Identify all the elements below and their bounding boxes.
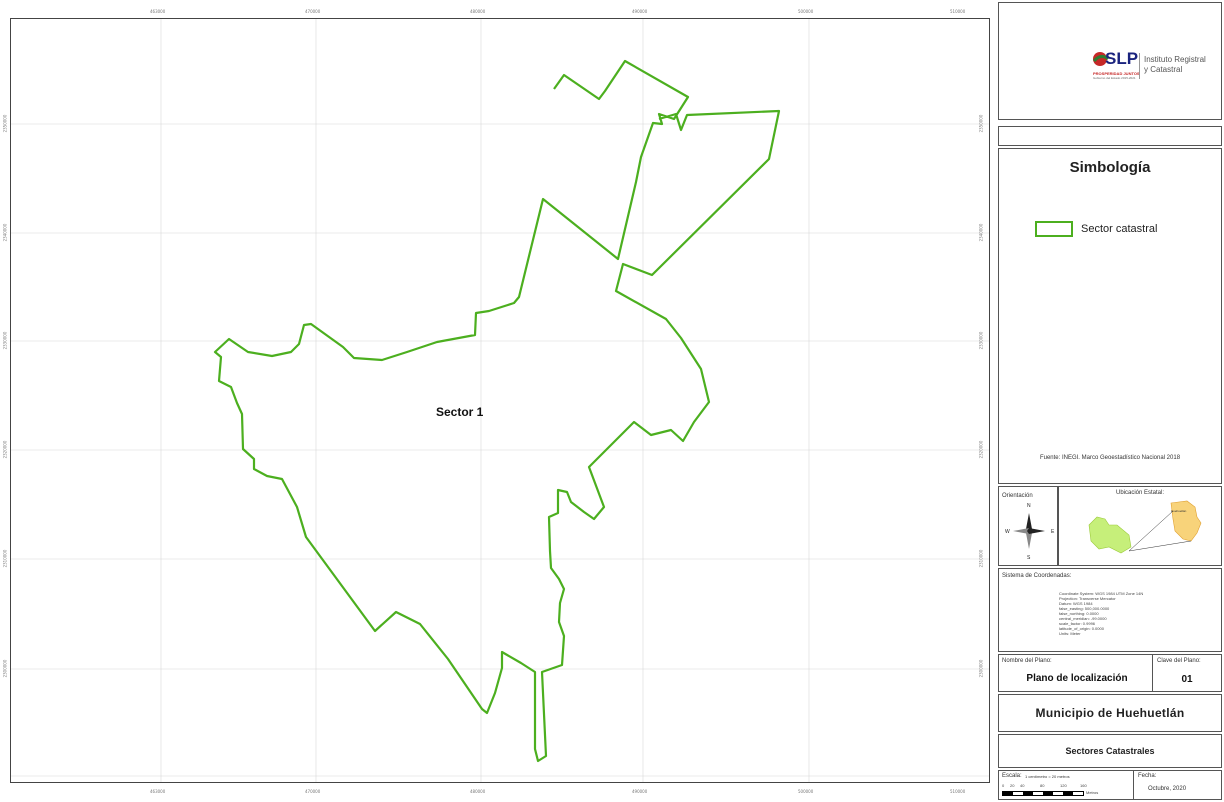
y-tick-label: 2330000 — [978, 331, 984, 350]
x-tick-label: 510000 — [950, 9, 966, 14]
x-tick-label: 510000 — [950, 789, 966, 794]
state-location-panel: Ubicación Estatal: Huehuetlán — [1058, 486, 1222, 566]
scale-tick: 160 — [1080, 783, 1087, 788]
y-tick-label: 2300000 — [2, 659, 8, 678]
plan-name-label: Nombre del Plano: — [1002, 658, 1052, 664]
compass-e-label: E — [1051, 529, 1055, 535]
state-location-map — [1088, 500, 1202, 554]
plan-key-value: 01 — [1181, 674, 1193, 685]
coords-line: Units: Meter — [1059, 631, 1081, 636]
y-tick-label: 2310000 — [978, 549, 984, 568]
sectors-title: Sectores Catastrales — [1065, 746, 1155, 756]
logo-tagline: PROSPERIDAD JUNTOS — [1093, 71, 1140, 76]
date-value: Octubre, 2020 — [1148, 786, 1187, 792]
y-tick-label: 2340000 — [2, 223, 8, 242]
map-grid — [11, 19, 989, 782]
y-tick-label: 2350000 — [2, 114, 8, 133]
x-tick-label: 500000 — [798, 789, 814, 794]
y-tick-label: 2320000 — [2, 440, 8, 459]
compass-n-label: N — [1027, 503, 1031, 509]
state-location-title: Ubicación Estatal: — [1115, 490, 1165, 496]
plan-key-label: Clave del Plano: — [1157, 658, 1201, 664]
state-location-highlight-label: Huehuetlán — [1171, 509, 1187, 513]
scale-value: 1 centímetro = 20 metros — [1025, 774, 1070, 779]
x-tick-label: 463000 — [150, 789, 166, 794]
scale-tick: 20 — [1010, 783, 1015, 788]
date-panel: Fecha: Octubre, 2020 — [1133, 770, 1222, 800]
y-tick-label: 2340000 — [978, 223, 984, 242]
plan-name-panel: Nombre del Plano: Plano de localización — [998, 654, 1154, 692]
y-tick-label: 2320000 — [978, 440, 984, 459]
y-tick-label: 2350000 — [978, 114, 984, 133]
coords-line: latitude_of_origin: 0.0000 — [1059, 626, 1104, 631]
sector-1-polygon[interactable] — [213, 59, 781, 763]
x-tick-label: 500000 — [798, 9, 814, 14]
logo-panel: SLP PROSPERIDAD JUNTOS Gobierno del Esta… — [998, 2, 1222, 120]
compass-s-label: S — [1027, 555, 1031, 561]
scale-label: Escala: — [1002, 773, 1022, 779]
plan-key-panel: Clave del Plano: 01 — [1152, 654, 1222, 692]
date-label: Fecha: — [1138, 773, 1157, 779]
coords-line: central_meridian: -99.0000 — [1059, 616, 1107, 621]
y-tick-label: 2310000 — [2, 549, 8, 568]
x-tick-label: 470000 — [305, 789, 321, 794]
legend-source: Fuente: INEGI. Marco Geoestadístico Naci… — [1039, 455, 1181, 461]
coords-line: scale_factor: 0.9996 — [1059, 621, 1096, 626]
logo-brand: SLP — [1105, 49, 1139, 68]
x-tick-label: 490000 — [632, 9, 648, 14]
x-tick-label: 470000 — [305, 9, 321, 14]
scale-panel: Escala: 1 centímetro = 20 metros 0 20 40… — [998, 770, 1135, 800]
coords-lines: Coordinate System: WGS 1984 UTM Zone 14N… — [1059, 591, 1143, 636]
legend-swatch — [1035, 221, 1073, 237]
coords-line: false_northing: 0.0000 — [1059, 611, 1099, 616]
map-canvas — [11, 19, 989, 782]
x-tick-label: 490000 — [632, 789, 648, 794]
coords-line: Coordinate System: WGS 1984 UTM Zone 14N — [1059, 591, 1144, 596]
municipality-name: Municipio de Huehuetlán — [1035, 706, 1185, 720]
legend-item-label: Sector catastral — [1081, 223, 1158, 235]
blank-strip — [998, 126, 1222, 146]
slp-logo-icon — [1091, 51, 1125, 73]
orientation-panel: Orientación N S W E — [998, 486, 1058, 566]
scale-tick: 80 — [1040, 783, 1045, 788]
coordinates-panel: Sistema de Coordenadas: Coordinate Syste… — [998, 568, 1222, 652]
x-tick-label: 480000 — [470, 9, 486, 14]
scale-unit: Metros — [1086, 790, 1099, 795]
logo-subtag: Gobierno del Estado 2015-2021 — [1093, 76, 1136, 80]
coords-line: Projection: Transverse Mercator — [1059, 596, 1116, 601]
institute-name-line2: y Catastral — [1144, 65, 1183, 74]
legend-title: Simbología — [1069, 159, 1151, 176]
institute-name-line1: Instituto Registral — [1144, 55, 1206, 64]
y-tick-label: 2300000 — [978, 659, 984, 678]
scale-tick: 0 — [1002, 783, 1005, 788]
legend-panel: Simbología Sector catastral Fuente: INEG… — [998, 148, 1222, 484]
coords-line: false_easting: 500,000.0000 — [1059, 606, 1110, 611]
coords-title: Sistema de Coordenadas: — [1002, 573, 1072, 579]
sector-label: Sector 1 — [436, 405, 484, 419]
plan-name-value: Plano de localización — [1026, 673, 1128, 684]
x-tick-label: 463000 — [150, 9, 166, 14]
compass-w-label: W — [1005, 529, 1010, 535]
scale-tick: 120 — [1060, 783, 1067, 788]
scale-tick: 40 — [1020, 783, 1025, 788]
municipality-panel: Municipio de Huehuetlán — [998, 694, 1222, 732]
compass-rose-icon — [1013, 513, 1045, 549]
orientation-title: Orientación — [1002, 493, 1033, 499]
map-frame[interactable]: Sector 1 — [10, 18, 990, 783]
logo-divider — [1139, 53, 1140, 79]
scale-bar-graphic — [1002, 791, 1084, 796]
y-tick-label: 2330000 — [2, 331, 8, 350]
x-tick-label: 480000 — [470, 789, 486, 794]
sectors-panel: Sectores Catastrales — [998, 734, 1222, 768]
coords-line: Datum: WGS 1984 — [1059, 601, 1093, 606]
